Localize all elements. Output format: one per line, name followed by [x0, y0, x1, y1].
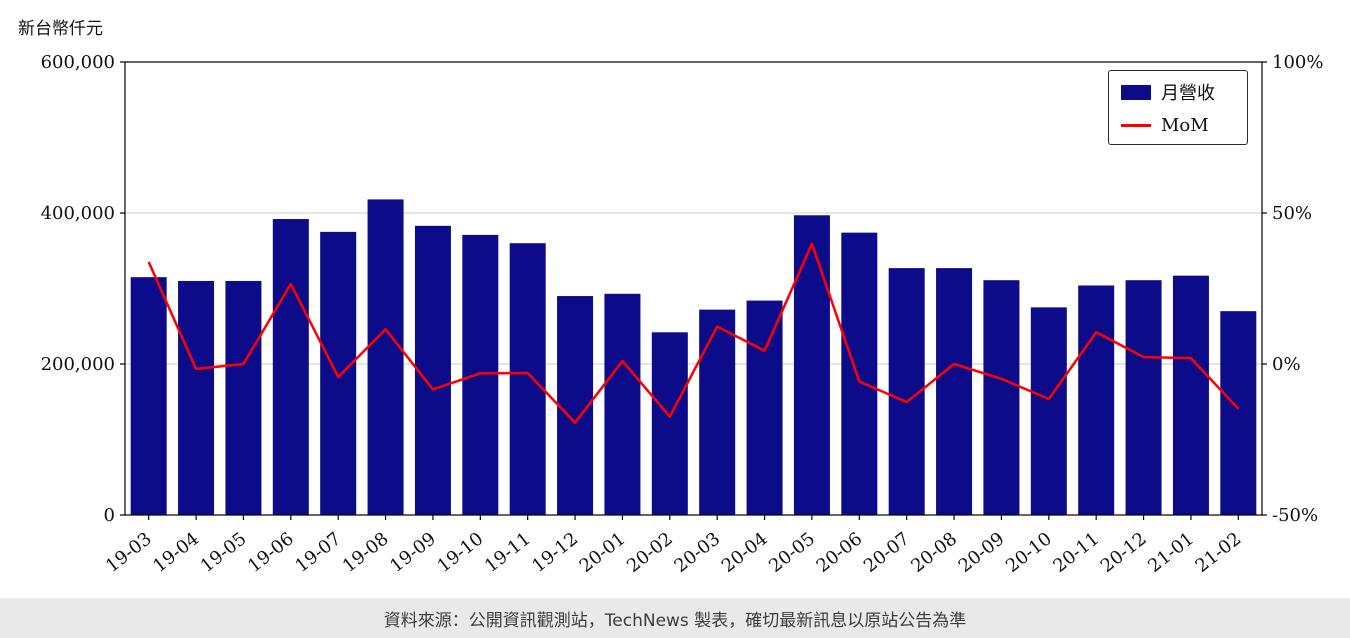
x-axis-tick-label: 21-02	[1192, 528, 1246, 576]
revenue-bar	[1220, 311, 1257, 515]
revenue-bar	[699, 309, 736, 515]
revenue-bar	[414, 225, 451, 515]
left-axis-tick-label: 400,000	[41, 203, 115, 224]
revenue-bar	[1078, 285, 1115, 515]
revenue-bar	[841, 232, 878, 515]
chart-legend: 月營收 MoM	[1108, 70, 1248, 145]
x-axis-tick-label: 19-07	[291, 528, 345, 576]
revenue-bar	[130, 277, 167, 515]
x-axis-tick-label: 20-03	[670, 528, 724, 576]
x-axis-tick-label: 20-02	[623, 528, 677, 576]
x-axis-tick-label: 19-12	[528, 528, 582, 576]
source-footer: 資料來源：公開資訊觀測站，TechNews 製表，確切最新訊息以原站公告為準	[0, 598, 1350, 638]
x-axis-tick-label: 19-11	[481, 528, 535, 576]
x-axis-tick-label: 20-07	[860, 528, 914, 576]
x-axis-tick-label: 19-05	[197, 528, 251, 576]
legend-label-revenue: 月營收	[1161, 83, 1215, 104]
revenue-bar	[793, 215, 830, 515]
x-axis-tick-label: 21-01	[1144, 528, 1198, 576]
revenue-bar	[367, 199, 404, 515]
revenue-bar	[936, 268, 973, 515]
source-footer-text: 資料來源：公開資訊觀測站，TechNews 製表，確切最新訊息以原站公告為準	[383, 610, 967, 631]
axis-unit-label: 新台幣仟元	[18, 19, 103, 39]
x-axis-tick-label: 19-03	[102, 528, 156, 576]
right-axis-tick-label: 0%	[1272, 354, 1301, 375]
right-axis-tick-label: 100%	[1272, 52, 1323, 73]
revenue-bar	[320, 231, 357, 515]
mom-line	[147, 242, 1240, 424]
right-axis-tick-label: 50%	[1272, 203, 1312, 224]
x-axis-tick-label: 19-06	[244, 528, 298, 576]
x-axis-tick-label: 20-09	[955, 528, 1009, 576]
revenue-bar	[651, 332, 688, 515]
revenue-bar	[509, 243, 546, 515]
x-axis-tick-label: 20-04	[718, 528, 772, 576]
revenue-bar	[272, 219, 309, 516]
revenue-mom-chart: 0 200,000 400,000 600,000 -50% 0% 50% 100% 19-03…	[41, 52, 1324, 577]
revenue-bar	[1172, 275, 1209, 515]
x-axis-tick-label: 20-10	[1002, 528, 1056, 576]
x-axis-tick-label: 19-09	[386, 528, 440, 576]
plot-area	[125, 62, 1262, 515]
revenue-bar	[1125, 280, 1162, 515]
revenue-bar	[746, 300, 783, 515]
x-axis-tick-label: 19-04	[149, 528, 203, 576]
left-axis-tick-label: 200,000	[41, 354, 115, 375]
x-axis-tick-label: 20-12	[1097, 528, 1151, 576]
revenue-bar	[1030, 307, 1067, 515]
mom-line-swatch	[1121, 124, 1151, 127]
x-axis-tick-label: 20-01	[576, 528, 630, 576]
legend-item-revenue: 月營收	[1121, 79, 1235, 105]
revenue-bar	[983, 280, 1020, 515]
x-axis-tick-label: 20-08	[907, 528, 961, 576]
x-axis-tick-label: 20-11	[1049, 528, 1103, 576]
left-axis-tick-label: 0	[104, 505, 115, 526]
revenue-bar-swatch	[1121, 84, 1151, 100]
x-axis-tick-label: 20-05	[765, 528, 819, 576]
plot-border	[124, 61, 1263, 516]
revenue-bar	[604, 293, 641, 515]
left-axis-tick-label: 600,000	[41, 52, 115, 73]
x-axis-tick-label: 19-10	[434, 528, 488, 576]
x-axis-tick-label: 20-06	[813, 528, 867, 576]
revenue-bar	[462, 234, 499, 515]
revenue-bar	[178, 280, 215, 515]
x-axis-tick-label: 19-08	[339, 528, 393, 576]
legend-item-mom: MoM	[1121, 115, 1235, 136]
revenue-bar	[225, 280, 262, 515]
right-axis-tick-label: -50%	[1272, 505, 1318, 526]
legend-label-mom: MoM	[1161, 115, 1209, 136]
